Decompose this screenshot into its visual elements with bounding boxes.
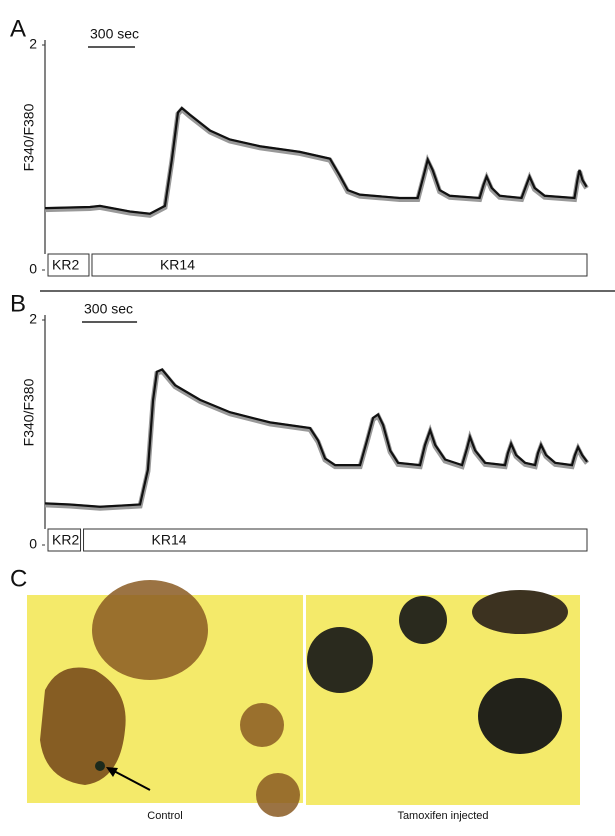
period-box [91,253,588,277]
period-label: KR14 [152,532,187,548]
period-label: KR14 [160,257,195,273]
trace [44,368,588,508]
image-caption: Tamoxifen injected [397,810,488,822]
y-tick-label: 2 [29,36,37,52]
y-axis-label: F340/F380 [21,103,37,171]
panel-label: C [10,565,27,592]
scale-bar-label: 300 sec [84,301,133,317]
y-axis-label: F340/F380 [21,378,37,446]
period-label: KR2 [52,257,79,273]
period-box [47,253,90,277]
y-tick-label: 0 [29,536,37,552]
trace [44,106,588,215]
y-tick-label: 2 [29,311,37,327]
period-box [83,528,588,552]
panel-label: B [10,290,26,317]
micrograph-control [27,580,303,817]
panel-label: A [10,15,26,42]
micrograph-tamoxifen [306,590,580,805]
period-label: KR2 [52,532,79,548]
scale-bar-label: 300 sec [90,26,139,42]
trace-shadow [44,367,590,511]
y-tick-label: 0 [29,261,37,277]
image-caption: Control [147,810,182,822]
trace-shadow [44,105,589,218]
period-box [47,528,82,552]
